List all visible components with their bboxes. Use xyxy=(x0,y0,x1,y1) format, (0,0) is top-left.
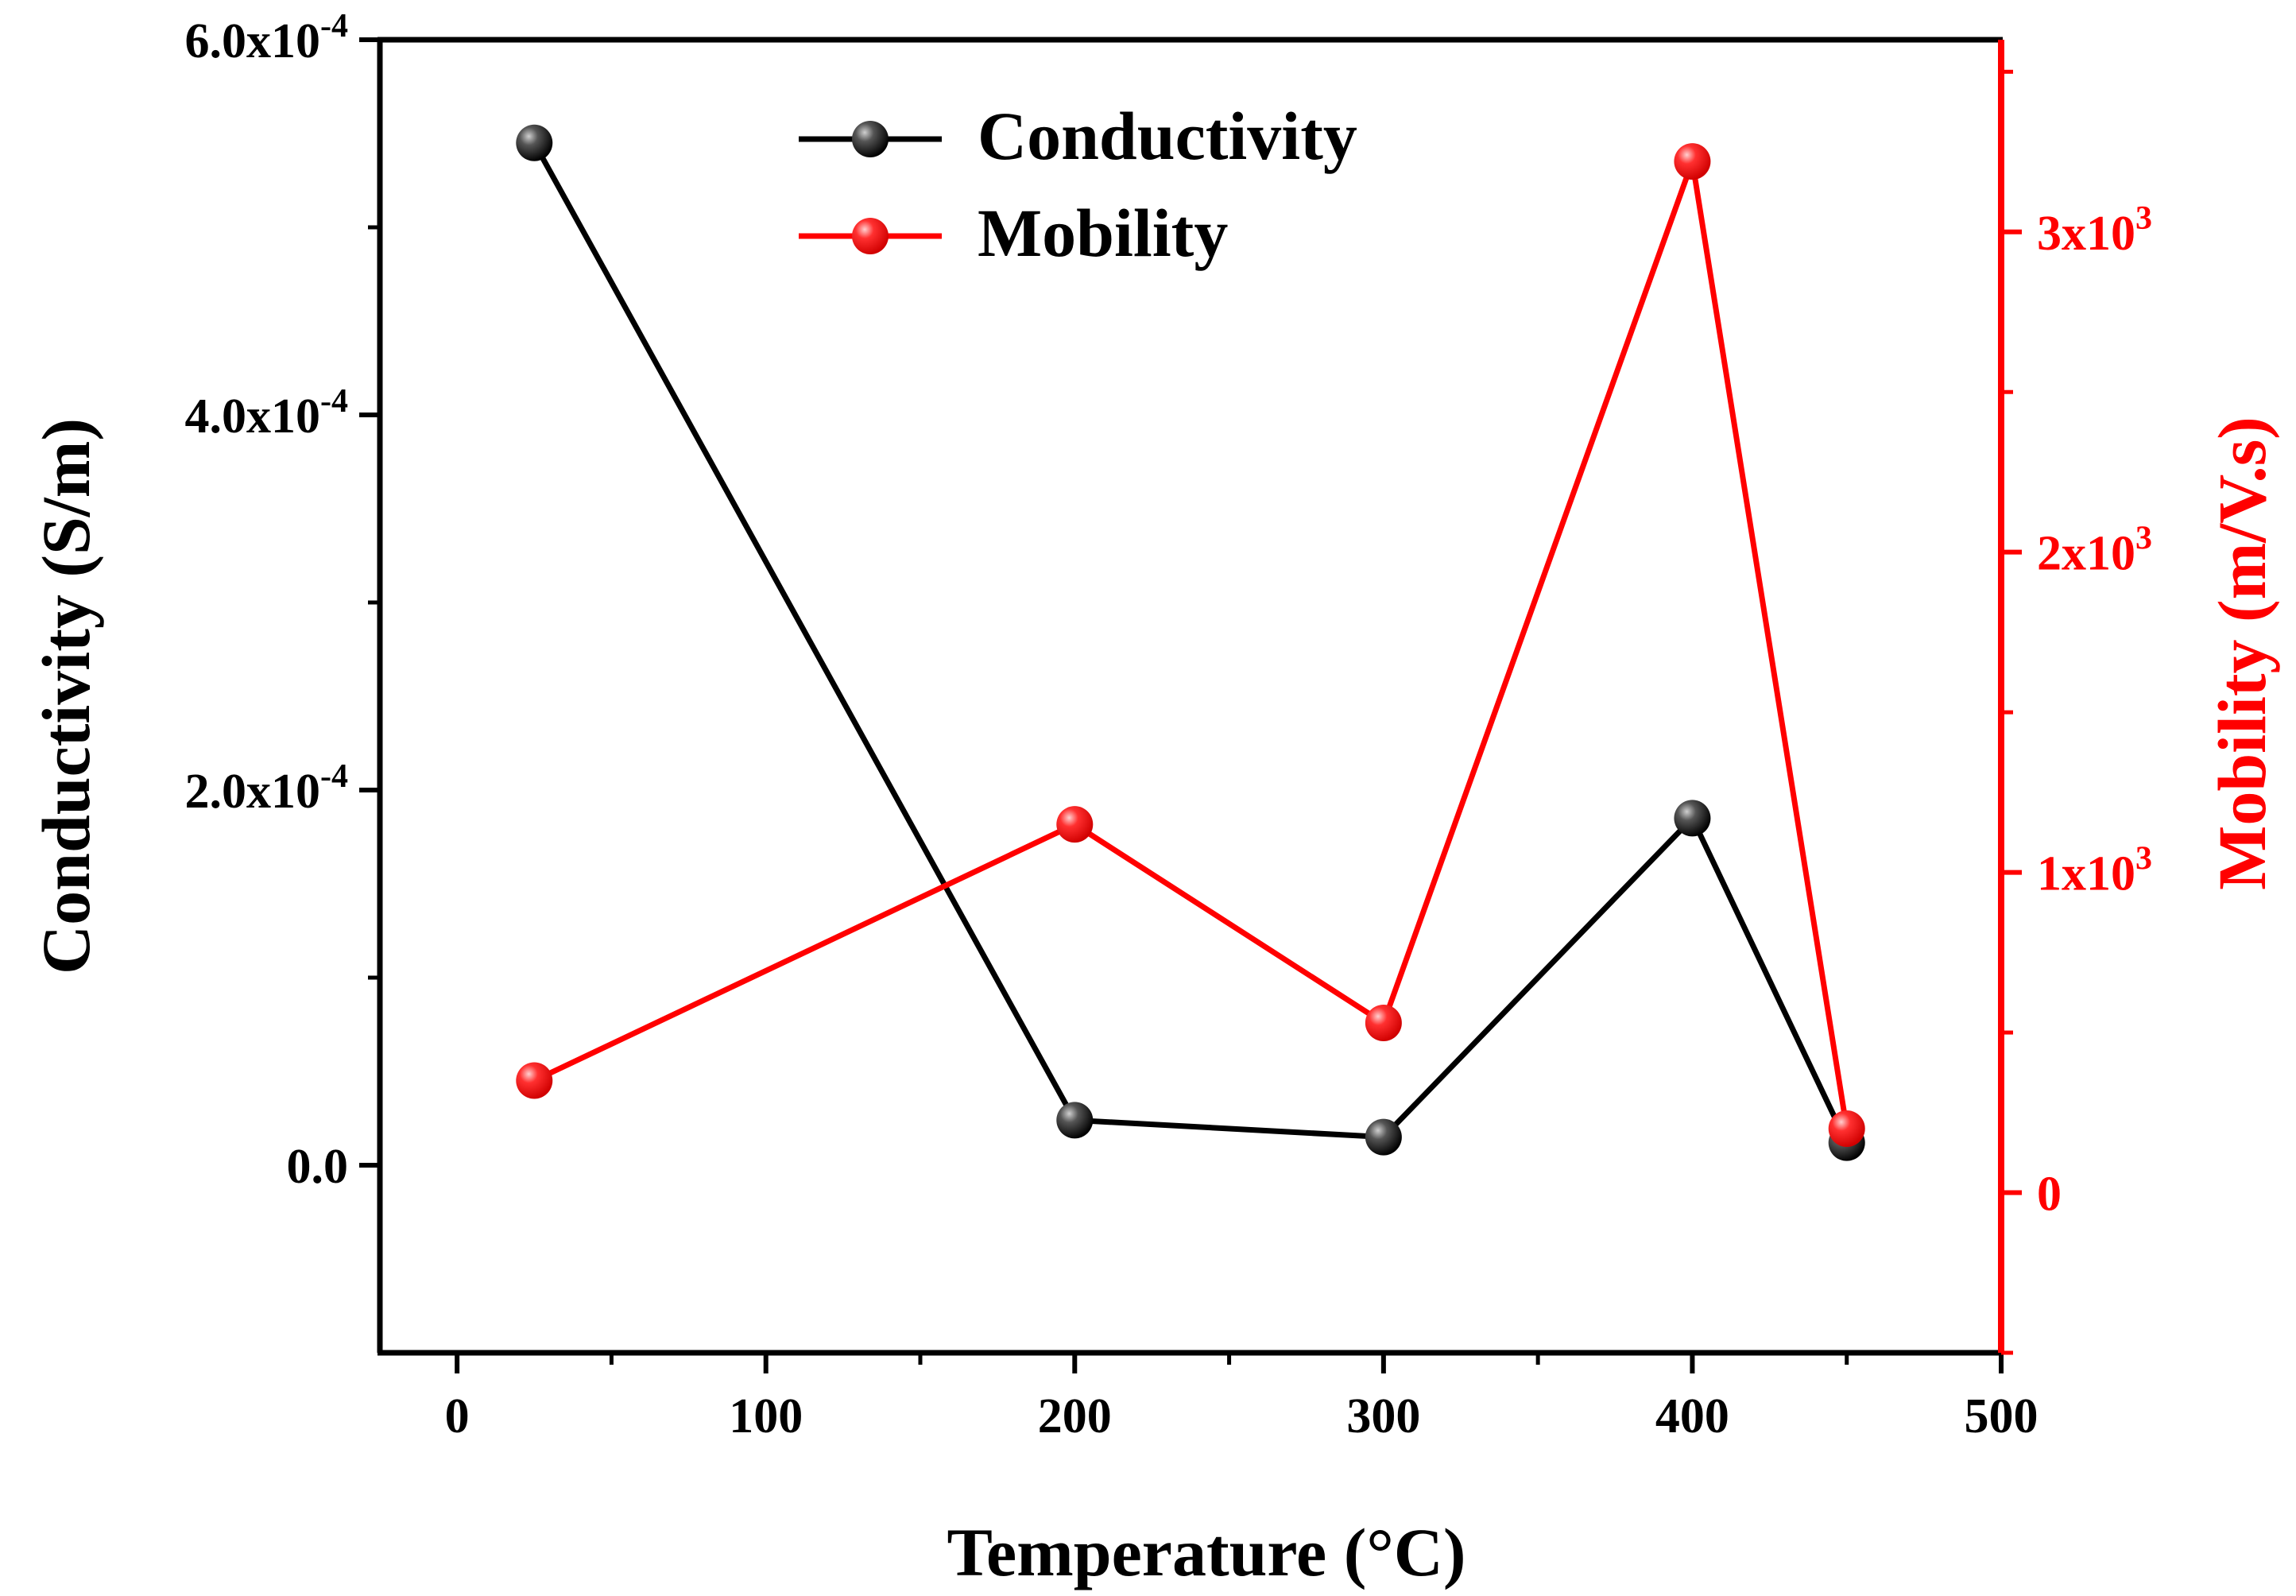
series-line-conductivity xyxy=(532,141,1849,1145)
legend-label-conductivity: Conductivity xyxy=(978,98,1357,174)
legend: Conductivity Mobility xyxy=(799,98,1357,271)
y-left-axis-title: Conductivity (S/m) xyxy=(28,418,104,974)
data-point-mobility xyxy=(1365,1004,1402,1041)
data-point-conductivity xyxy=(1365,1118,1402,1156)
y-right-axis-title: Mobility (m/V.s) xyxy=(2204,416,2280,890)
series-line-mobility xyxy=(532,160,1850,1129)
y-right-tick-label: 0 xyxy=(2037,1168,2062,1222)
data-point-mobility xyxy=(1056,806,1094,843)
x-tick-label: 100 xyxy=(729,1389,803,1443)
data-point-mobility xyxy=(1828,1110,1865,1147)
x-tick-label: 0 xyxy=(445,1389,470,1443)
x-ticks: 0 100 200 300 400 500 xyxy=(445,1353,2039,1443)
x-tick-label: 400 xyxy=(1655,1389,1729,1443)
y-left-tick-label: 2.0x10-4 xyxy=(185,758,349,819)
y-right-tick-label: 3x103 xyxy=(2037,200,2152,261)
y-right-tick-label: 1x103 xyxy=(2037,841,2152,901)
y-left-tick-label: 6.0x10-4 xyxy=(185,8,349,68)
legend-item-conductivity: Conductivity xyxy=(799,98,1357,174)
series-points xyxy=(516,124,1865,1161)
y-right-ticks: 0 1x103 2x103 3x103 xyxy=(2001,69,2152,1355)
data-point-mobility xyxy=(516,1062,553,1099)
y-left-tick-label: 0.0 xyxy=(287,1140,349,1194)
y-left-tick-label: 4.0x10-4 xyxy=(185,383,349,444)
series-lines xyxy=(532,141,1850,1145)
y-left-ticks: 0.0 2.0x10-4 4.0x10-4 6.0x10-4 xyxy=(185,8,380,1194)
data-point-mobility xyxy=(1674,143,1711,180)
legend-label-mobility: Mobility xyxy=(978,195,1228,271)
x-tick-label: 200 xyxy=(1038,1389,1112,1443)
y-right-tick-label: 2x103 xyxy=(2037,521,2152,581)
x-tick-label: 500 xyxy=(1965,1389,2039,1443)
legend-marker-mobility xyxy=(852,218,889,254)
x-axis-title: Temperature (°C) xyxy=(947,1514,1466,1590)
legend-marker-conductivity xyxy=(852,121,889,157)
data-point-conductivity xyxy=(516,124,553,161)
data-point-conductivity xyxy=(1674,800,1711,837)
x-tick-label: 300 xyxy=(1346,1389,1420,1443)
data-point-conductivity xyxy=(1056,1102,1094,1139)
legend-item-mobility: Mobility xyxy=(799,195,1228,271)
